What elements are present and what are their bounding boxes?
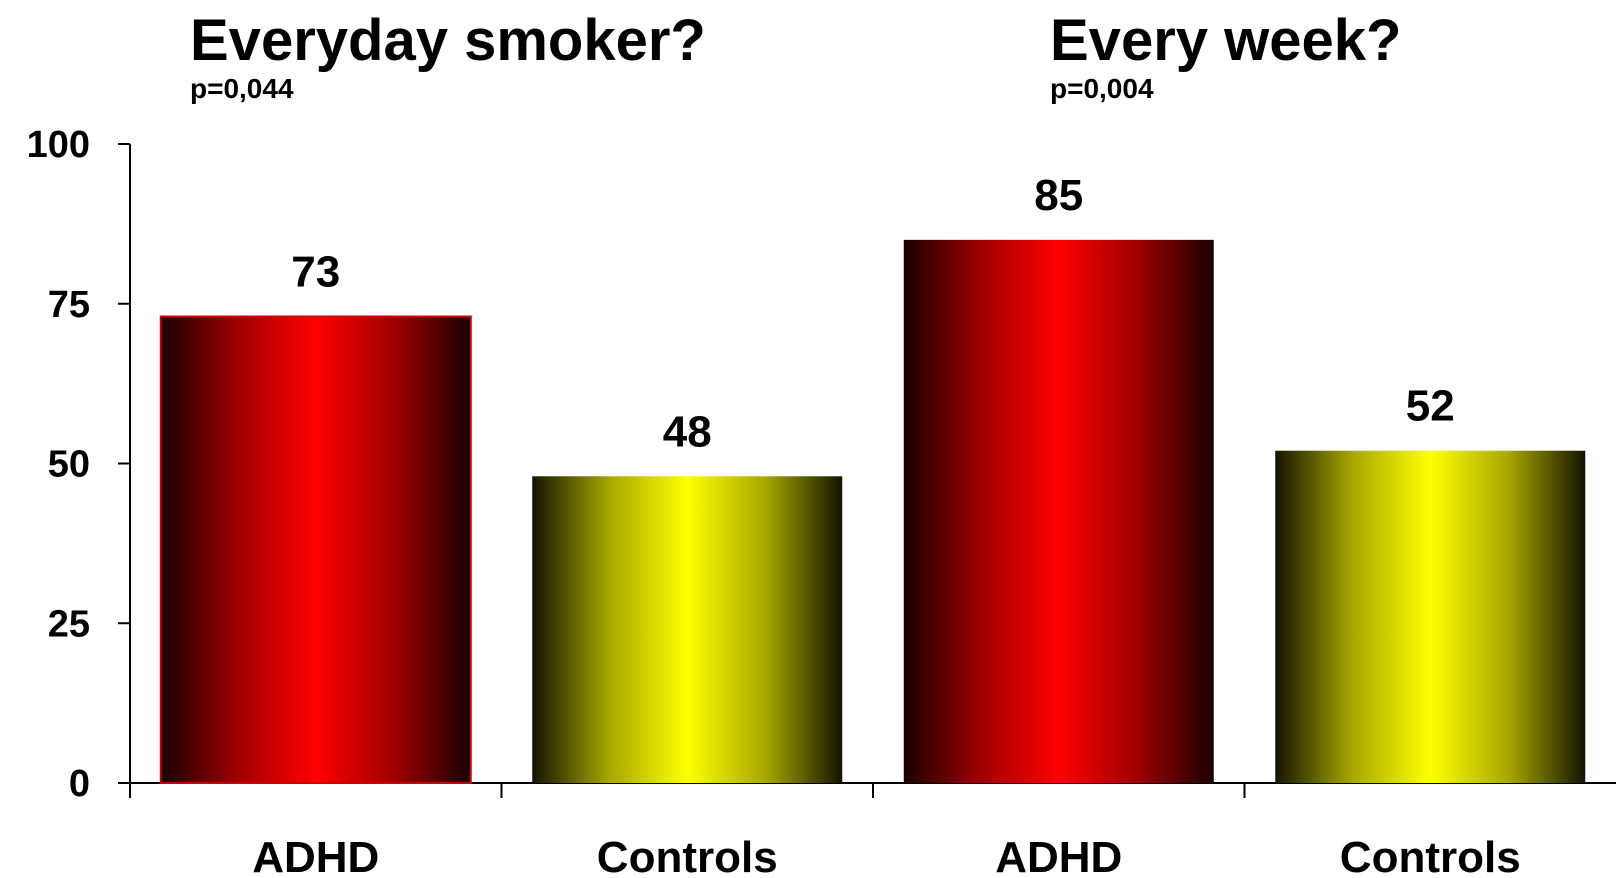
y-tick-label: 50 [48,444,90,486]
y-tick-label: 25 [48,603,90,645]
y-tick-label: 75 [48,284,90,326]
x-category-label: Controls [1340,833,1521,878]
bar-value-label: 48 [663,407,712,456]
y-tick-label: 0 [69,763,90,805]
bar-1 [159,315,472,784]
bar-3 [903,239,1214,784]
x-category-label: Controls [597,833,778,878]
bar-4 [1275,450,1586,783]
x-category-label: ADHD [995,833,1122,878]
bar-2 [532,476,843,783]
bar-value-label: 85 [1034,171,1083,220]
group-1-pvalue: p=0,044 [190,73,294,104]
group-1-title: Everyday smoker? [190,8,706,73]
x-category-label: ADHD [252,833,379,878]
bar-value-label: 52 [1406,382,1455,431]
bar-value-label: 73 [291,248,340,297]
y-tick-label: 100 [27,124,90,166]
group-2-pvalue: p=0,004 [1050,73,1154,104]
group-2-title: Every week? [1050,8,1401,73]
